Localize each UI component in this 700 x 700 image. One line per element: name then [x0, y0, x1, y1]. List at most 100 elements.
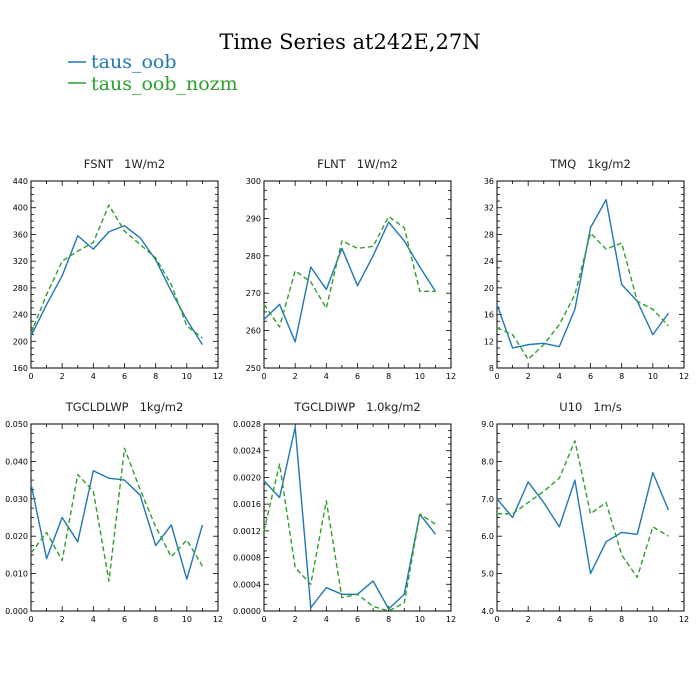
- x-tick-label: 8: [619, 372, 624, 381]
- x-tick-label: 4: [91, 372, 96, 381]
- x-tick-label: 10: [182, 372, 192, 381]
- y-tick-label: 440: [13, 177, 28, 186]
- legend-label-taus-oob-nozm: taus_oob_nozm: [91, 73, 238, 95]
- y-tick-label: 0.020: [5, 532, 28, 541]
- panel-tgcldiwp: TGCLDIWP 1.0kg/m2 0 2 4 6 8 10 12 0.0000 0.0004 0.…: [233, 400, 456, 624]
- x-tick-label: 0: [261, 372, 266, 381]
- y-tick-label: 8: [489, 364, 494, 373]
- y-tick-label: 32: [484, 204, 494, 213]
- panel-title: FLNT 1W/m2: [317, 157, 398, 171]
- y-tick-label: 0.0016: [233, 500, 261, 509]
- y-tick-label: 28: [484, 230, 494, 239]
- x-tick-label: 2: [526, 372, 531, 381]
- y-tick-label: 260: [246, 327, 261, 336]
- plot-frame: [496, 180, 685, 369]
- x-tick-label: 8: [153, 372, 158, 381]
- y-tick-label: 16: [484, 311, 494, 320]
- series-line-taus-oob-nozm: [263, 215, 436, 328]
- x-tick-label: 10: [415, 372, 425, 381]
- series-line-taus-oob-nozm: [497, 440, 669, 579]
- x-tick-label: 12: [446, 615, 456, 624]
- plot-frame: [496, 423, 685, 612]
- y-tick-label: 200: [13, 337, 28, 346]
- y-tick-label: 0.0024: [233, 447, 261, 456]
- plot-frame: [30, 423, 219, 612]
- x-tick-label: 2: [293, 372, 298, 381]
- y-tick-label: 0.000: [5, 607, 28, 616]
- x-tick-label: 2: [60, 615, 65, 624]
- x-tick-label: 4: [91, 615, 96, 624]
- y-tick-label: 290: [246, 214, 261, 223]
- series-line-taus-oob: [30, 470, 204, 580]
- x-tick-label: 10: [415, 615, 425, 624]
- y-tick-label: 320: [13, 257, 28, 266]
- y-tick-label: 9.0: [481, 420, 494, 429]
- y-tick-label: 270: [246, 289, 261, 298]
- panel-title: TGCLDIWP 1.0kg/m2: [293, 400, 421, 414]
- x-tick-label: 6: [122, 372, 127, 381]
- y-tick-label: 4.0: [481, 607, 494, 616]
- y-tick-label: 250: [246, 364, 261, 373]
- x-tick-label: 12: [213, 615, 223, 624]
- x-tick-label: 8: [386, 372, 391, 381]
- x-tick-label: 0: [28, 372, 33, 381]
- panel-fsnt: FSNT 1W/m2 0 2 4 6 8 10 12 160 200 240 280 320 360 400…: [13, 157, 223, 381]
- x-tick-label: 4: [324, 372, 329, 381]
- x-tick-label: 6: [122, 615, 127, 624]
- x-tick-label: 10: [182, 615, 192, 624]
- x-tick-label: 8: [619, 615, 624, 624]
- legend-label-taus-oob: taus_oob: [91, 51, 177, 73]
- x-tick-label: 0: [494, 615, 499, 624]
- plot-frame: [263, 180, 452, 369]
- y-tick-label: 0.050: [5, 420, 28, 429]
- x-tick-label: 6: [355, 372, 360, 381]
- y-tick-label: 7.0: [481, 495, 494, 504]
- y-tick-label: 6.0: [481, 532, 494, 541]
- series-line-taus-oob-nozm: [30, 447, 204, 582]
- plot-frame: [30, 180, 219, 369]
- series-line-taus-oob-nozm: [496, 232, 669, 361]
- y-tick-label: 0.0008: [233, 554, 261, 563]
- y-tick-label: 0.030: [5, 495, 28, 504]
- panels: FSNT 1W/m20 2 4 6 8 10 12160200240280320360400…: [5, 157, 689, 624]
- y-tick-label: 24: [484, 257, 494, 266]
- x-tick-label: 4: [557, 615, 562, 624]
- y-tick-label: 0.0004: [233, 580, 261, 589]
- figure-title: Time Series at242E,27N: [219, 30, 480, 54]
- series-line-taus-oob: [30, 225, 204, 346]
- panel-flnt: FLNT 1W/m2 0 2 4 6 8 10 12 250 260 270 280 290 300: [246, 157, 456, 381]
- y-tick-label: 240: [13, 311, 28, 320]
- x-tick-label: 0: [494, 372, 499, 381]
- x-tick-label: 12: [679, 372, 689, 381]
- x-tick-label: 12: [213, 372, 223, 381]
- x-tick-label: 4: [324, 615, 329, 624]
- panel-tgcldlwp: TGCLDLWP 1kg/m2 0 2 4 6 8 10 12 0.000 0.010 0.020 0…: [5, 400, 223, 624]
- x-tick-label: 6: [355, 615, 360, 624]
- series-line-taus-oob: [496, 198, 669, 349]
- panel-u10: U10 1m/s 0 2 4 6 8 10 12 4.0 5.0 6.0 7.0 8.0 9.0: [481, 400, 689, 624]
- panel-title: TGCLDLWP 1kg/m2: [65, 400, 184, 414]
- y-tick-label: 300: [246, 177, 261, 186]
- x-tick-label: 12: [679, 615, 689, 624]
- legend: taus_oob taus_oob_nozm: [68, 51, 238, 95]
- panel-title: TMQ 1kg/m2: [549, 157, 631, 171]
- series-line-taus-oob: [263, 426, 436, 610]
- x-tick-label: 2: [60, 372, 65, 381]
- y-tick-label: 280: [13, 284, 28, 293]
- y-tick-label: 12: [484, 337, 494, 346]
- x-tick-label: 0: [28, 615, 33, 624]
- y-tick-label: 36: [484, 177, 494, 186]
- x-tick-label: 4: [557, 372, 562, 381]
- y-tick-label: 400: [13, 204, 28, 213]
- y-tick-label: 360: [13, 230, 28, 239]
- y-tick-label: 8.0: [481, 457, 494, 466]
- x-tick-label: 8: [153, 615, 158, 624]
- x-tick-label: 8: [386, 615, 391, 624]
- x-tick-label: 10: [648, 615, 658, 624]
- series-line-taus-oob: [263, 221, 437, 343]
- x-tick-label: 2: [293, 615, 298, 624]
- x-tick-label: 6: [588, 372, 593, 381]
- y-tick-label: 0.0000: [233, 607, 261, 616]
